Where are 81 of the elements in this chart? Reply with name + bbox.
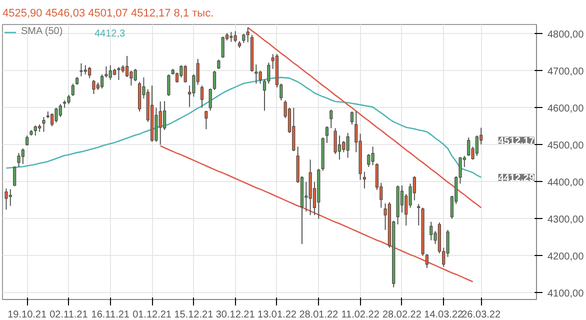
annotation: 4412,3 — [94, 28, 126, 40]
y-tick-label: 4700,00 — [548, 66, 584, 78]
y-tick-label: 4400,00 — [548, 177, 584, 188]
x-tick-label: 01.12.21 — [132, 310, 172, 320]
candlestick — [400, 185, 404, 214]
candlestick — [54, 107, 58, 124]
y-tick-label: 4300,00 — [548, 214, 584, 226]
x-tick-label: 14.03.22 — [424, 310, 464, 320]
text: 4512,17 — [498, 136, 535, 147]
candlestick — [467, 136, 470, 156]
candlestick — [184, 64, 187, 84]
candlestick — [342, 140, 346, 153]
candlestick — [134, 68, 137, 82]
candlestick — [371, 146, 374, 166]
x-tick-label: 28.01.22 — [299, 310, 339, 320]
candlestick — [254, 64, 258, 84]
candlestick — [246, 26, 250, 43]
candlestick — [180, 64, 183, 78]
legend-label: SMA (50) — [21, 26, 63, 37]
candlestick — [330, 109, 333, 129]
candlestick — [58, 104, 62, 118]
candlestick — [71, 83, 74, 96]
candlestick — [158, 100, 162, 146]
candlestick — [92, 80, 96, 95]
candlestick — [84, 64, 87, 75]
candlestick — [242, 33, 246, 44]
candlestick — [325, 126, 329, 144]
candlestick — [208, 88, 212, 112]
x-tick-label: 28.02.22 — [382, 310, 422, 320]
x-tick-label: 02.11.21 — [50, 310, 88, 320]
x-tick-label: 16.11.21 — [91, 310, 130, 320]
y-tick-label: 4100,00 — [548, 288, 584, 300]
candlestick — [108, 64, 112, 81]
candlestick — [258, 70, 262, 84]
candlestick — [346, 132, 350, 158]
candlestick — [117, 66, 120, 81]
candlestick — [212, 70, 216, 91]
x-tick-label: 19.10.21 — [8, 310, 47, 320]
candlestick — [21, 148, 24, 165]
y-tick-label: 4200,00 — [548, 251, 584, 262]
candlestick — [234, 30, 237, 43]
candlestick — [162, 100, 166, 130]
candlestick — [221, 36, 224, 58]
x-tick-label: 30.12.21 — [216, 310, 256, 320]
candlestick — [4, 188, 8, 210]
y-tick-label: 4800,00 — [548, 29, 584, 40]
x-tick-label: 13.01.22 — [258, 310, 297, 320]
candlestick — [167, 74, 170, 96]
x-tick-label: 15.12.21 — [174, 310, 214, 320]
candlestick — [425, 253, 428, 269]
candlestick — [88, 66, 92, 79]
candlestick — [334, 128, 337, 155]
chart-title: 4525,90 4546,03 4501,07 4512,17 8,1 тыс. — [2, 8, 214, 20]
candlestick — [200, 85, 204, 108]
candlestick — [217, 59, 220, 70]
candlestick — [130, 70, 133, 86]
candlestick — [42, 116, 46, 132]
line-series — [247, 26, 482, 208]
candlestick — [230, 31, 233, 42]
y-tick-label: 4600,00 — [548, 103, 584, 114]
candlestick — [125, 55, 129, 78]
y-tick-label: 4500,00 — [548, 140, 584, 152]
candlestick — [475, 135, 478, 156]
x-tick-label: 26.03.22 — [462, 310, 501, 320]
candlestick — [430, 221, 433, 241]
candlestick — [67, 94, 70, 105]
candlestick — [26, 135, 29, 146]
candlestick — [8, 188, 12, 206]
candlestick — [17, 152, 20, 168]
candlestick — [80, 62, 83, 77]
candlestick — [350, 110, 354, 125]
candlestick — [417, 204, 420, 226]
line-series — [160, 145, 474, 282]
candlestick — [338, 135, 342, 160]
candlestick — [34, 125, 37, 136]
candlestick — [362, 171, 366, 189]
candlestick — [50, 112, 54, 127]
candlestick — [100, 74, 104, 90]
candlestick — [204, 110, 208, 130]
candlestick — [367, 154, 370, 168]
x-tick-label: 11.02.22 — [341, 310, 380, 320]
